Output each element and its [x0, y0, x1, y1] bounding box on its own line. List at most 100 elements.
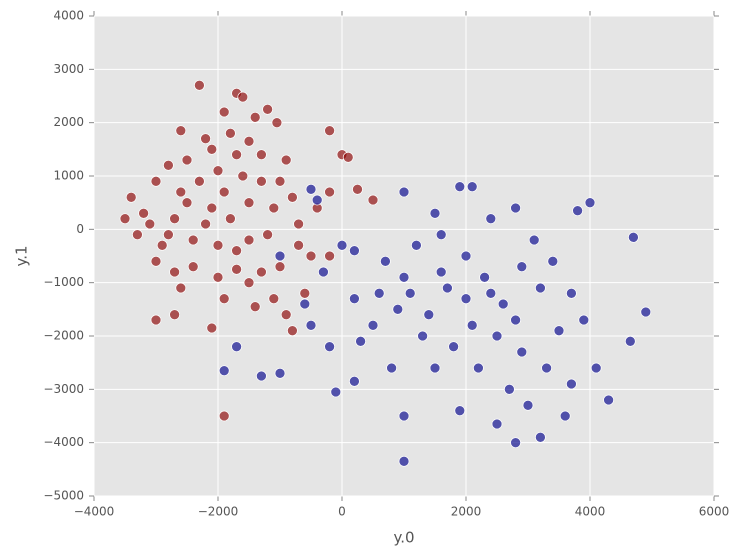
point [311, 194, 323, 206]
point [454, 181, 466, 193]
point [299, 287, 311, 299]
point [187, 234, 199, 246]
point [200, 133, 211, 145]
x-axis-label: y.0 [393, 529, 414, 547]
point [367, 319, 379, 331]
point [435, 266, 447, 278]
y-tick-label: −1000 [43, 275, 84, 289]
point [125, 191, 137, 203]
point [200, 218, 211, 230]
y-tick-label: −3000 [43, 382, 84, 396]
y-tick-label: 1000 [53, 169, 84, 183]
point [169, 213, 180, 225]
point [429, 207, 441, 219]
point [243, 197, 255, 209]
point [249, 301, 261, 313]
point [442, 282, 453, 294]
point [206, 143, 218, 155]
point [572, 205, 583, 217]
point [305, 183, 317, 195]
x-tick-label: 4000 [575, 505, 606, 519]
point [274, 367, 286, 379]
point [466, 319, 478, 331]
point [584, 197, 596, 209]
point [138, 207, 149, 219]
point [181, 197, 193, 209]
point [212, 239, 224, 251]
point [504, 383, 515, 395]
point [150, 314, 162, 326]
point [566, 287, 577, 299]
point [206, 322, 218, 334]
point [268, 202, 280, 214]
point [324, 250, 335, 262]
point [491, 418, 503, 430]
point [491, 330, 503, 342]
point [231, 263, 242, 275]
point [367, 194, 379, 206]
point [256, 370, 267, 382]
point [497, 298, 509, 310]
point [305, 319, 317, 331]
point [318, 266, 329, 278]
point [485, 213, 497, 225]
point [194, 175, 205, 187]
point [243, 277, 255, 289]
point [429, 362, 441, 374]
point [169, 266, 180, 278]
plot-area [94, 16, 714, 496]
y-axis-label: y.1 [13, 245, 31, 266]
point [324, 125, 335, 137]
point [231, 341, 242, 353]
point [547, 255, 559, 267]
point [336, 239, 348, 251]
x-tick-label: −4000 [74, 505, 115, 519]
point [640, 306, 652, 318]
point [510, 314, 521, 326]
point [305, 250, 317, 262]
point [398, 271, 410, 283]
point [212, 271, 224, 283]
point [349, 375, 360, 387]
point [373, 287, 385, 299]
point [271, 117, 283, 129]
point [163, 159, 174, 171]
point [603, 394, 614, 406]
point [485, 287, 497, 299]
point [516, 261, 528, 273]
point [460, 250, 472, 262]
point [590, 362, 602, 374]
point [628, 231, 639, 243]
point [280, 154, 292, 166]
point [454, 405, 466, 417]
point [144, 218, 156, 230]
point [243, 135, 255, 147]
point [528, 234, 540, 246]
point [287, 325, 298, 337]
point [274, 175, 286, 187]
point [355, 335, 366, 347]
point [231, 245, 242, 257]
point [132, 229, 143, 241]
point [268, 293, 280, 305]
point [287, 191, 298, 203]
x-tick-label: 2000 [451, 505, 482, 519]
point [342, 151, 354, 163]
point [225, 127, 236, 139]
point [212, 165, 224, 177]
point [175, 282, 187, 294]
point [349, 293, 360, 305]
point [566, 378, 577, 390]
point [466, 181, 478, 193]
point [169, 309, 180, 321]
point [398, 186, 410, 198]
y-tick-label: −4000 [43, 435, 84, 449]
point [535, 431, 546, 443]
y-tick-label: −2000 [43, 329, 84, 343]
y-tick-label: 4000 [53, 9, 84, 23]
point [423, 309, 435, 321]
point [243, 234, 255, 246]
point [237, 170, 249, 182]
point [479, 271, 490, 283]
